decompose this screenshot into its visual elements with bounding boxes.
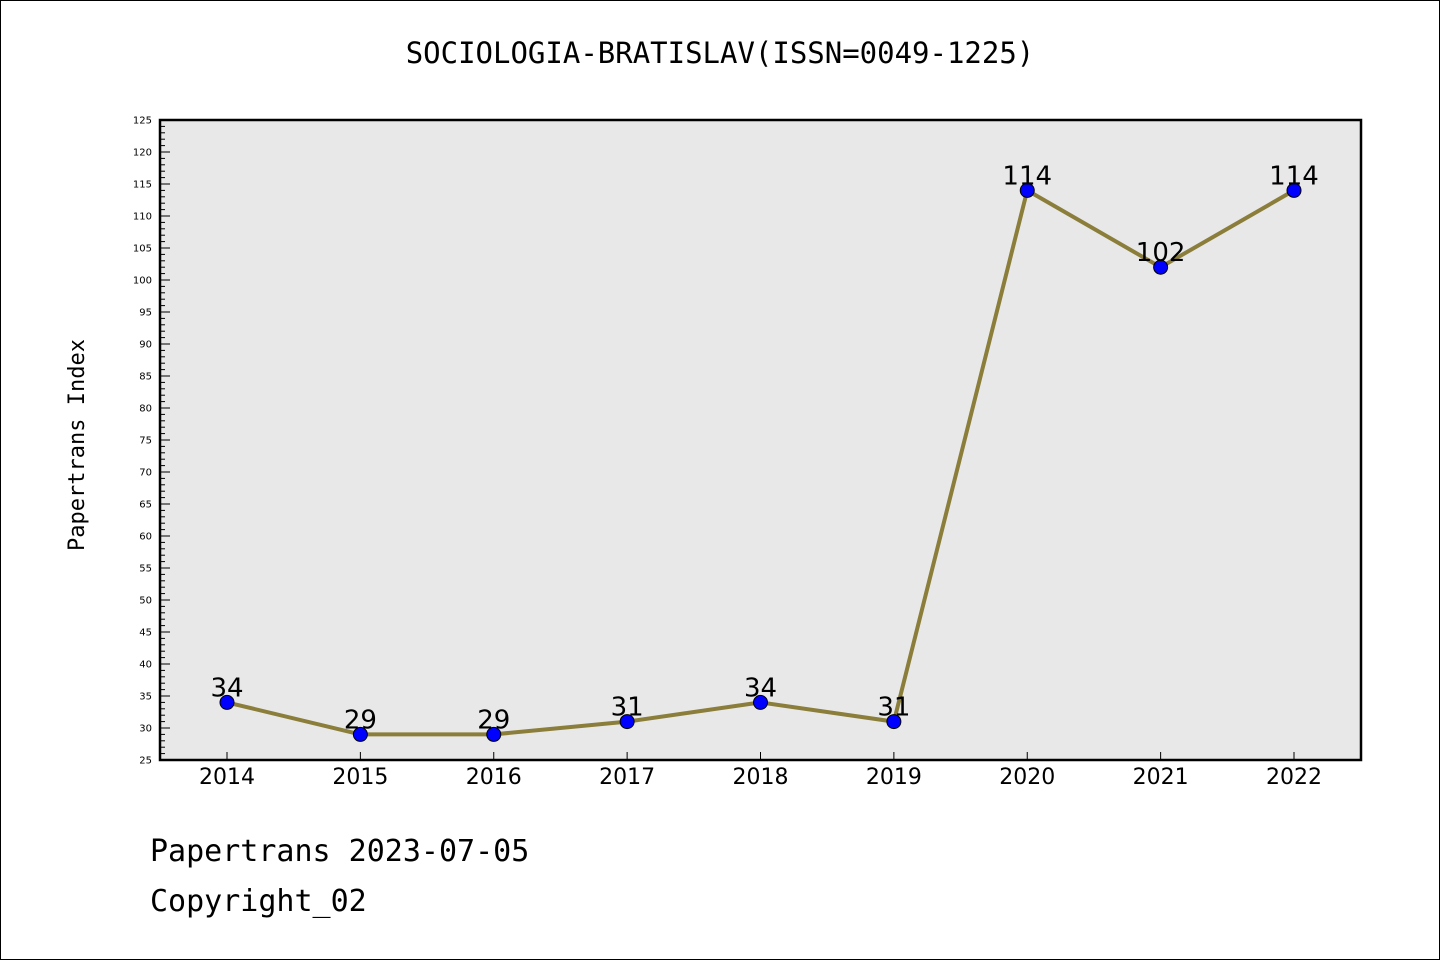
plot-area: 25 30 35 40 45 50 55 60 65 70 75 80 85 90 95 100 105 110 1… (65, 116, 1363, 790)
y-tick-label: 45 (139, 628, 152, 639)
plot-background (160, 120, 1361, 760)
y-tick-label: 50 (139, 596, 152, 607)
x-tick-label: 2020 (999, 765, 1055, 790)
y-tick-label: 30 (139, 724, 152, 735)
chart-title: SOCIOLOGIA-BRATISLAV(ISSN=0049-1225) (405, 36, 1035, 70)
data-point (753, 694, 768, 710)
x-tick-label: 2018 (733, 765, 789, 790)
data-point (352, 726, 368, 742)
data-label: 31 (611, 693, 644, 723)
y-tick-label: 70 (139, 468, 152, 479)
y-tick-label: 125 (133, 116, 152, 127)
y-tick-label: 65 (139, 500, 152, 511)
data-point (886, 714, 902, 730)
y-tick-label: 120 (133, 148, 152, 159)
x-tick-label: 2016 (466, 765, 522, 790)
y-tick-label: 85 (139, 372, 152, 383)
x-tick-label: 2019 (866, 765, 922, 790)
y-tick-label: 40 (139, 660, 152, 671)
y-tick-label: 105 (133, 244, 152, 255)
plot-border (158, 118, 1363, 762)
data-label: 114 (1002, 161, 1052, 191)
x-tick-label: 2014 (199, 765, 255, 790)
data-label: 34 (744, 673, 777, 703)
x-tick-label: 2021 (1133, 765, 1189, 790)
y-tick-label: 35 (139, 692, 152, 703)
data-point (619, 714, 635, 730)
data-label: 114 (1269, 161, 1319, 191)
y-tick-label: 100 (133, 276, 152, 287)
data-label: 31 (877, 693, 910, 723)
data-label: 102 (1136, 238, 1186, 268)
data-point (1019, 182, 1035, 198)
data-label: 29 (344, 705, 377, 735)
data-label: 29 (477, 705, 510, 735)
y-tick-label: 55 (139, 564, 152, 575)
y-tick-label: 25 (139, 756, 152, 767)
footer-copyright: Copyright_02 (150, 884, 367, 919)
x-tick-label: 2022 (1266, 765, 1322, 790)
x-tick-label: 2017 (599, 765, 655, 790)
data-point (1286, 182, 1302, 198)
y-tick-label: 90 (139, 340, 152, 351)
y-tick-label: 60 (139, 532, 152, 543)
x-tick-label: 2015 (332, 765, 388, 790)
data-point (219, 694, 235, 710)
y-tick-label: 110 (133, 212, 152, 223)
data-point (486, 726, 502, 742)
y-tick-label: 115 (133, 180, 152, 191)
data-label: 34 (210, 673, 243, 703)
y-axis-label: Papertrans Index (65, 339, 90, 551)
data-point (1153, 259, 1169, 275)
y-tick-label: 75 (139, 436, 152, 447)
y-tick-label: 80 (139, 404, 152, 415)
y-tick-label: 95 (139, 308, 152, 319)
footer-date: Papertrans 2023-07-05 (150, 834, 530, 869)
